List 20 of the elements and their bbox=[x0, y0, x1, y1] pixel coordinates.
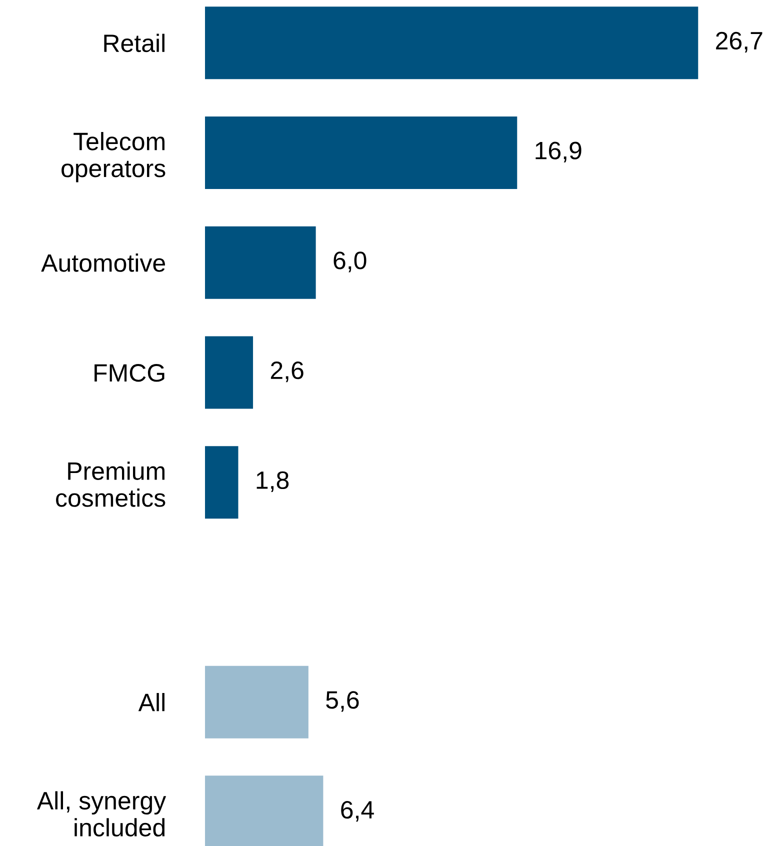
data-label: 5,6 bbox=[326, 691, 359, 712]
bar bbox=[205, 226, 316, 299]
y-tick-label: Automotive bbox=[41, 254, 166, 272]
bar bbox=[205, 6, 698, 80]
data-label: 6,4 bbox=[341, 800, 374, 822]
data-label: 1,8 bbox=[256, 471, 289, 492]
data-label: 26,7 bbox=[716, 32, 762, 53]
y-tick-label: All bbox=[138, 693, 164, 712]
y-tick-label: Premium cosmetics bbox=[56, 462, 166, 507]
data-label: 6,0 bbox=[334, 252, 366, 272]
y-tick-label: FMCG bbox=[94, 364, 164, 382]
data-label: 16,9 bbox=[536, 142, 582, 162]
bar bbox=[205, 116, 518, 189]
data-label: 2,6 bbox=[270, 361, 304, 382]
bar bbox=[205, 336, 254, 409]
y-tick-label: All, synergy included bbox=[36, 791, 166, 837]
bar bbox=[205, 666, 308, 738]
bar bbox=[205, 446, 238, 519]
y-tick-label: Telecom operators bbox=[62, 132, 166, 182]
y-tick-label: Retail bbox=[104, 34, 164, 52]
